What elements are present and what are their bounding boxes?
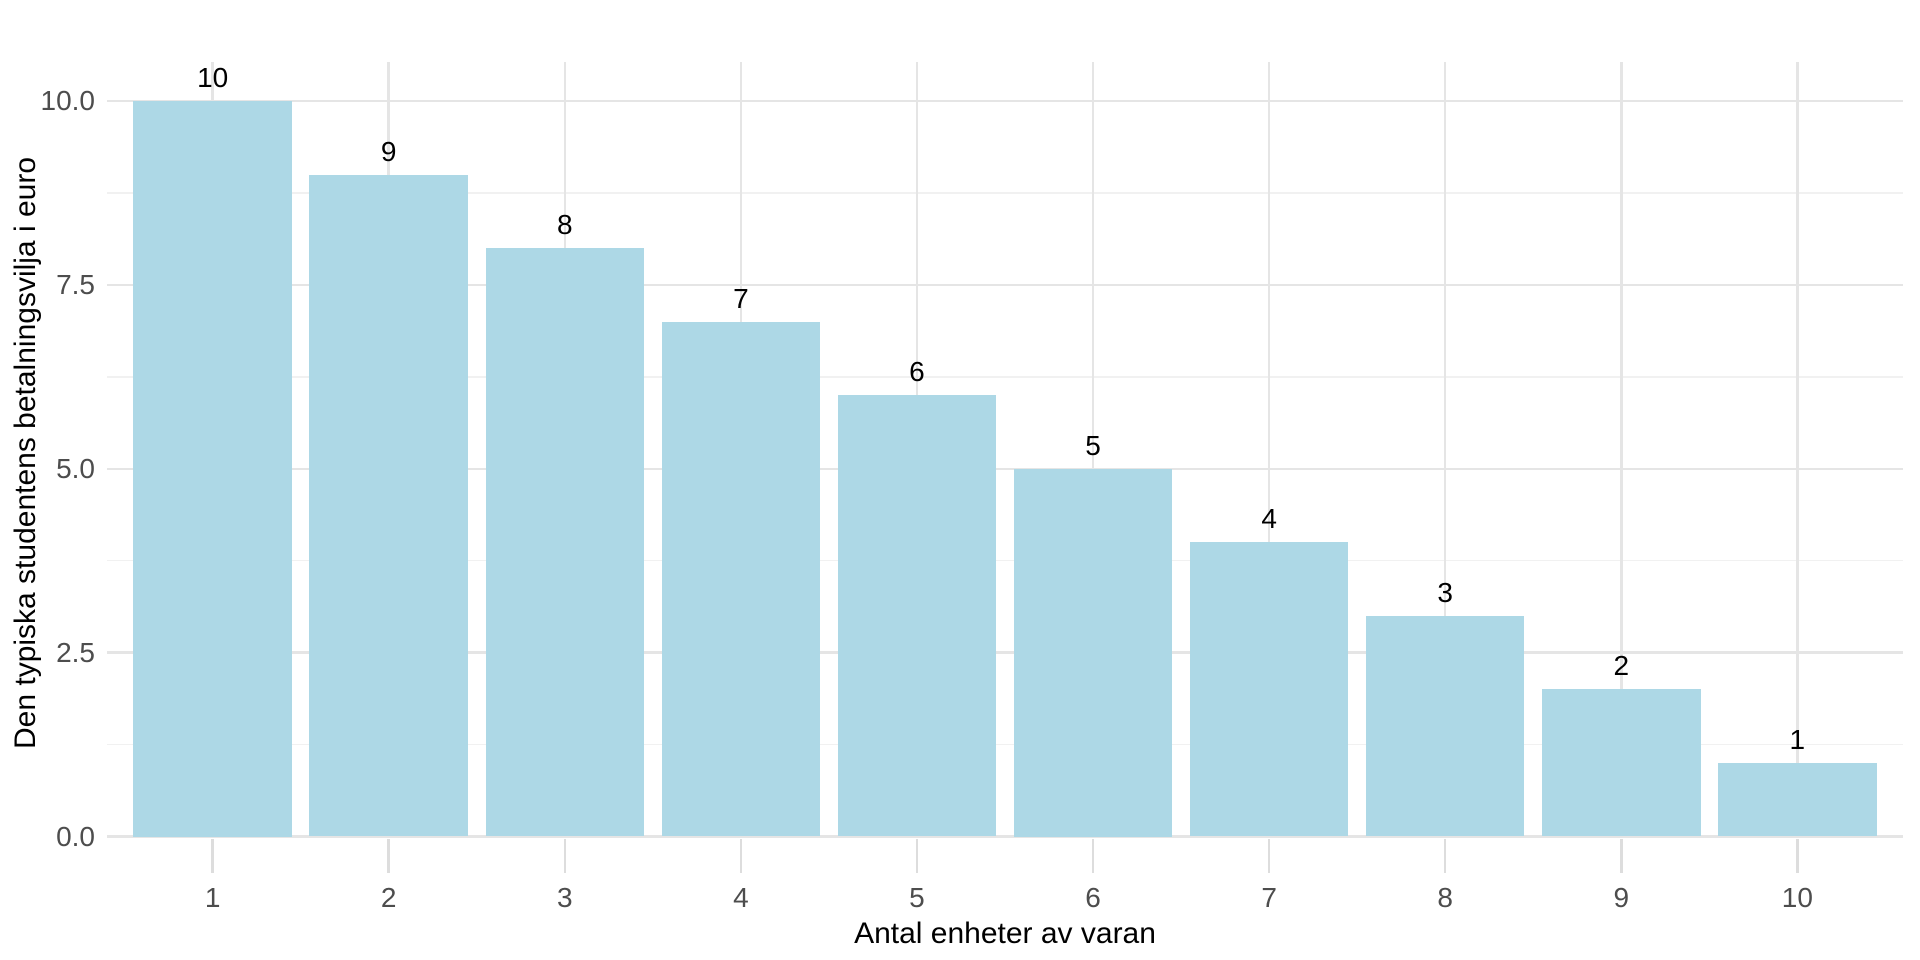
bar bbox=[1365, 615, 1525, 837]
y-tick-label: 7.5 bbox=[56, 268, 95, 300]
x-tick-label: 1 bbox=[204, 882, 221, 913]
v-gridline bbox=[1620, 62, 1623, 837]
v-gridline bbox=[1796, 62, 1799, 837]
bar-value-label: 10 bbox=[197, 62, 229, 93]
x-tick-mark bbox=[563, 839, 567, 873]
x-tick-label: 2 bbox=[380, 882, 397, 913]
h-gridline-major bbox=[107, 835, 1903, 838]
x-tick-mark bbox=[739, 839, 743, 873]
x-tick-label: 8 bbox=[1437, 882, 1453, 913]
v-gridline bbox=[1443, 62, 1447, 837]
bar bbox=[1542, 689, 1701, 837]
bar bbox=[1718, 762, 1877, 837]
bar bbox=[309, 174, 468, 837]
bar bbox=[133, 101, 292, 837]
x-tick-label: 9 bbox=[1613, 882, 1630, 913]
x-tick-mark bbox=[1796, 839, 1799, 873]
x-tick-label: 3 bbox=[557, 882, 573, 913]
bar-value-label: 5 bbox=[1085, 429, 1101, 461]
x-tick-label: 6 bbox=[1085, 882, 1101, 913]
bar bbox=[1189, 542, 1349, 837]
v-gridline bbox=[1267, 62, 1271, 837]
bar-value-label: 6 bbox=[909, 356, 925, 388]
h-gridline-minor bbox=[107, 376, 1903, 378]
bar-value-label: 1 bbox=[1789, 723, 1806, 755]
x-tick-mark bbox=[915, 839, 919, 873]
x-tick-label: 5 bbox=[909, 882, 925, 913]
h-gridline-major bbox=[107, 651, 1903, 654]
h-gridline-major bbox=[107, 99, 1903, 103]
y-tick-label: 10.0 bbox=[40, 85, 96, 116]
bar bbox=[837, 395, 997, 837]
x-tick-mark bbox=[1620, 839, 1623, 873]
x-tick-mark bbox=[211, 839, 214, 873]
x-tick-label: 4 bbox=[733, 882, 749, 913]
bar-value-label: 2 bbox=[1613, 650, 1630, 682]
bar bbox=[661, 321, 821, 837]
x-tick-mark bbox=[1443, 839, 1447, 873]
y-tick-label: 0.0 bbox=[56, 820, 95, 852]
bar-value-label: 7 bbox=[733, 282, 749, 314]
bar bbox=[485, 248, 645, 837]
x-tick-mark bbox=[1267, 839, 1271, 873]
bar-value-label: 9 bbox=[380, 135, 397, 167]
bar-value-label: 4 bbox=[1261, 503, 1277, 535]
x-tick-label: 7 bbox=[1261, 882, 1277, 913]
bar bbox=[1013, 468, 1173, 837]
h-gridline-major bbox=[107, 283, 1903, 287]
h-gridline-minor bbox=[107, 559, 1903, 562]
x-tick-mark bbox=[1091, 839, 1095, 873]
h-gridline-minor bbox=[107, 192, 1903, 194]
bar-value-label: 3 bbox=[1437, 576, 1453, 608]
x-tick-mark bbox=[387, 839, 390, 873]
y-tick-label: 5.0 bbox=[56, 452, 95, 484]
h-gridline-major bbox=[107, 467, 1903, 470]
x-axis-title: Antal enheter av varan bbox=[854, 917, 1156, 950]
y-tick-label: 2.5 bbox=[56, 636, 95, 668]
x-tick-label: 10 bbox=[1781, 882, 1813, 913]
h-gridline-minor bbox=[107, 743, 1903, 746]
bar-value-label: 8 bbox=[557, 209, 573, 241]
v-gridline bbox=[1091, 62, 1095, 837]
